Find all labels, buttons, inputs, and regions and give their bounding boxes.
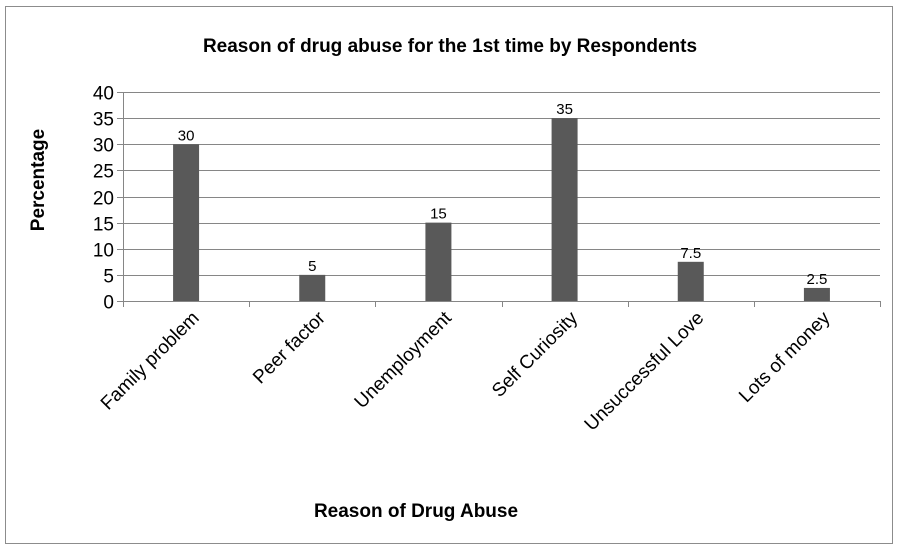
bars <box>173 118 830 301</box>
data-label: 2.5 <box>806 271 827 288</box>
category-label: Unsuccessful Love <box>581 308 709 436</box>
y-tick-label: 10 <box>93 241 114 262</box>
y-tick-label: 20 <box>93 189 114 210</box>
labels: 0 5 10 15 20 25 30 35 40 30 Family problem 5 Peer fa… <box>93 84 835 436</box>
category-label: Self Curiosity <box>488 307 582 401</box>
bar-family-problem <box>173 144 200 301</box>
data-label: 7.5 <box>680 245 701 262</box>
category-label: Family problem <box>97 308 204 415</box>
y-tick-label: 35 <box>93 110 114 131</box>
data-label: 15 <box>430 206 447 223</box>
axes <box>117 92 881 307</box>
y-axis-title: Percentage <box>28 129 49 231</box>
data-label: 35 <box>556 101 573 118</box>
category-label: Unemployment <box>351 307 457 413</box>
bar-peer-factor <box>299 274 326 301</box>
category-label: Lots of money <box>735 307 835 407</box>
bar-lots-of-money <box>803 287 830 301</box>
data-label: 30 <box>178 127 195 144</box>
y-tick-label: 5 <box>103 267 114 288</box>
y-tick-label: 0 <box>103 293 114 314</box>
y-tick-label: 15 <box>93 215 114 236</box>
data-label: 5 <box>308 258 316 275</box>
bar-unsuccessful-love <box>677 261 704 301</box>
gridlines <box>123 92 880 276</box>
x-axis-title: Reason of Drug Abuse <box>314 501 518 522</box>
bar-unemployment <box>425 222 452 301</box>
y-tick-label: 40 <box>93 84 114 105</box>
y-tick-label: 30 <box>93 136 114 157</box>
bar-self-curiosity <box>551 118 578 301</box>
chart-title: Reason of drug abuse for the 1st time by… <box>203 36 697 57</box>
y-tick-label: 25 <box>93 162 114 183</box>
category-label: Peer factor <box>249 307 330 388</box>
